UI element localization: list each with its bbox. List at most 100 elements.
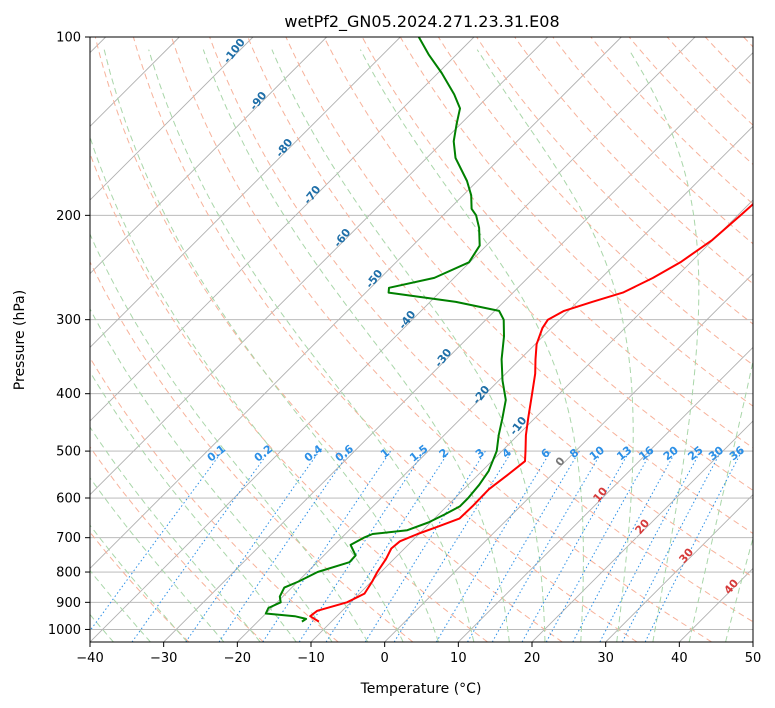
isotherm-line bbox=[458, 346, 753, 642]
mixing-ratio-label: 8 bbox=[567, 446, 581, 461]
isotherm-line bbox=[605, 494, 753, 642]
dry-adiabat-line bbox=[90, 152, 488, 642]
isotherm-line bbox=[384, 273, 753, 642]
moist-adiabat-line bbox=[90, 370, 297, 642]
y-tick-label: 500 bbox=[56, 445, 81, 460]
mixing-ratio-line bbox=[325, 450, 450, 642]
mixing-ratio-line bbox=[393, 450, 513, 642]
dry-adiabat-line bbox=[90, 446, 264, 642]
moist-adiabat-label: 40 bbox=[721, 576, 741, 596]
moist-adiabat-line bbox=[90, 426, 261, 642]
moist-adiabat-line bbox=[90, 524, 188, 642]
dry-adiabat-label: -20 bbox=[470, 383, 493, 407]
mixing-ratio-label: 1.5 bbox=[407, 442, 430, 464]
dry-adiabat-line bbox=[90, 260, 414, 642]
mixing-ratio-label: 25 bbox=[686, 444, 706, 464]
isotherm-line bbox=[90, 37, 401, 348]
moist-adiabat-line bbox=[103, 49, 439, 642]
mixing-ratio-label: 0.2 bbox=[252, 442, 275, 464]
mixing-ratio-line bbox=[185, 450, 320, 642]
moist-adiabat-label: 10 bbox=[590, 484, 610, 504]
dry-adiabat-line bbox=[247, 37, 753, 578]
isotherm-line bbox=[752, 641, 753, 642]
dry-adiabat-line bbox=[704, 37, 753, 87]
x-tick-label: 0 bbox=[381, 651, 389, 666]
mixing-ratio-label: 4 bbox=[500, 446, 514, 461]
y-axis-label: Pressure (hPa) bbox=[12, 290, 28, 390]
dry-adiabat-label: -90 bbox=[247, 89, 270, 113]
x-axis-label: Temperature (°C) bbox=[360, 681, 482, 697]
mixing-ratio-line bbox=[435, 450, 552, 642]
moist-adiabat-line bbox=[359, 49, 584, 642]
y-tick-label: 300 bbox=[56, 313, 81, 328]
y-tick-label: 900 bbox=[56, 596, 81, 611]
mixing-ratio-line bbox=[90, 450, 223, 632]
dry-adiabat-line bbox=[628, 37, 753, 166]
dry-adiabat-label: -60 bbox=[331, 226, 354, 250]
y-tick-label: 800 bbox=[56, 566, 81, 581]
y-tick-label: 200 bbox=[56, 209, 81, 224]
x-tick-label: 10 bbox=[450, 651, 467, 666]
y-tick-label: 400 bbox=[56, 387, 81, 402]
mixing-ratio-line bbox=[467, 450, 580, 642]
mixing-ratio-label: 20 bbox=[661, 443, 681, 463]
mixing-ratio-line bbox=[298, 450, 425, 642]
moist-adiabat-line bbox=[90, 232, 369, 642]
moist-adiabat-line bbox=[688, 358, 753, 642]
moist-adiabat-label: 20 bbox=[632, 516, 652, 536]
mixing-ratio-label: 10 bbox=[587, 443, 607, 463]
dry-adiabat-line bbox=[399, 37, 753, 407]
dry-adiabat-label: -30 bbox=[432, 346, 455, 370]
mixing-ratio-line bbox=[218, 450, 351, 642]
dewpoint-profile-line bbox=[264, 37, 507, 623]
x-tick-label: 20 bbox=[524, 651, 541, 666]
dry-adiabat-label: -70 bbox=[301, 183, 324, 207]
x-tick-label: 40 bbox=[671, 651, 688, 666]
dry-adiabat-label: -80 bbox=[273, 136, 296, 160]
x-tick-label: −40 bbox=[76, 651, 103, 666]
isotherm-line bbox=[163, 52, 753, 642]
mixing-ratio-label: 3 bbox=[473, 446, 487, 461]
y-tick-label: 700 bbox=[56, 531, 81, 546]
mixing-ratio-label: 1 bbox=[378, 446, 392, 461]
moist-adiabat-label: 30 bbox=[676, 545, 696, 565]
mixing-ratio-label: 0.6 bbox=[333, 442, 357, 464]
dry-adiabat-line bbox=[171, 37, 712, 642]
mixing-ratio-label: 0.4 bbox=[302, 442, 326, 464]
mixing-ratio-label: 6 bbox=[539, 446, 553, 461]
mixing-ratio-line bbox=[131, 450, 270, 642]
mixing-ratio-line bbox=[262, 450, 392, 642]
mixing-ratio-line bbox=[545, 450, 653, 642]
isotherm-line bbox=[90, 37, 696, 642]
moist-adiabat-line bbox=[90, 135, 404, 642]
isotherm-line bbox=[310, 199, 753, 642]
moist-adiabat-label: 0 bbox=[553, 454, 568, 468]
dry-adiabat-line bbox=[323, 37, 753, 491]
y-tick-label: 600 bbox=[56, 492, 81, 507]
moist-adiabat-line bbox=[90, 476, 225, 642]
mixing-ratio-label: 36 bbox=[727, 443, 747, 463]
dry-adiabat-label: -50 bbox=[363, 267, 386, 291]
moist-adiabat-line bbox=[725, 536, 753, 642]
dry-adiabat-line bbox=[94, 37, 563, 642]
dry-adiabat-line bbox=[552, 37, 753, 245]
x-tick-label: −30 bbox=[150, 651, 177, 666]
dry-adiabat-line bbox=[209, 37, 753, 623]
plot-frame bbox=[89, 36, 754, 643]
moist-adiabat-line bbox=[271, 49, 546, 642]
isotherm-line bbox=[90, 37, 548, 496]
moist-adiabat-line bbox=[148, 49, 475, 642]
isotherm-line bbox=[90, 37, 327, 275]
isotherm-line bbox=[531, 420, 753, 642]
dry-adiabat-line bbox=[90, 356, 339, 642]
temperature-profile-line bbox=[309, 202, 753, 623]
dry-adiabat-line bbox=[743, 37, 753, 48]
dry-adiabat-line bbox=[437, 37, 753, 366]
chart-title: wetPf2_GN05.2024.271.23.31.E08 bbox=[284, 12, 559, 32]
mixing-ratio-line bbox=[491, 450, 603, 642]
x-tick-label: −20 bbox=[224, 651, 251, 666]
dry-adiabat-line bbox=[361, 37, 753, 449]
mixing-ratio-line bbox=[572, 450, 677, 642]
dry-adiabat-line bbox=[132, 37, 638, 642]
moist-adiabat-line bbox=[628, 49, 700, 642]
